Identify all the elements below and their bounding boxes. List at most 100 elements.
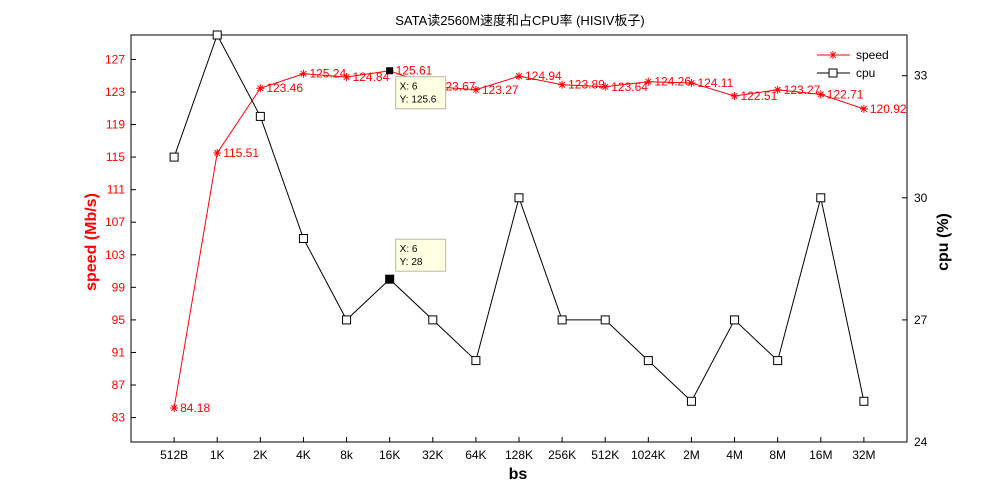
legend-box [812,43,902,83]
series-point-speed [170,403,179,412]
data-label-speed: 123.27 [482,83,519,97]
data-label-speed: 124.84 [353,70,390,84]
left-axis-tick-label: 103 [105,248,125,262]
x-tick-label: 64K [465,448,486,462]
chart-title: SATA读2560M速度和占CPU率 (HISIV板子) [395,13,644,28]
x-tick-label: 2M [683,448,700,462]
left-axis-tick-label: 91 [112,345,126,359]
series-point-cpu [686,396,696,406]
series-point-speed [299,69,308,78]
series-point-cpu [816,193,826,203]
data-label-speed: 84.18 [180,401,210,415]
data-label-speed: 123.64 [611,80,648,94]
series-point-speed [471,85,480,94]
series-point-speed [256,84,265,93]
data-label-speed: 122.71 [827,87,864,101]
x-tick-label: 128K [505,448,533,462]
series-point-cpu [643,356,653,366]
data-label-speed: 123.89 [568,78,605,92]
series-point-speed [730,91,739,100]
series-point-cpu [385,274,395,284]
x-tick-label: 8k [340,448,354,462]
data-label-speed: 120.92 [870,102,907,116]
datatip-x-cpu: X: 6 [400,244,418,255]
legend-label-cpu: cpu [856,66,875,80]
left-axis-label: speed (Mb/s) [83,193,100,291]
data-label-speed: 125.24 [309,67,346,81]
datatip-box-cpu [395,238,447,272]
x-tick-label: 16K [379,448,400,462]
datatip-y-cpu: Y: 28 [400,257,423,268]
left-axis-tick-label: 107 [105,215,125,229]
legend-marker-cpu [828,68,838,78]
series-point-cpu [255,111,265,121]
datatip-x-speed: X: 6 [400,82,418,93]
legend-marker-speed [829,51,837,59]
series-point-speed [342,73,351,82]
left-axis-tick-label: 83 [112,411,126,425]
data-label-speed: 124.26 [654,75,691,89]
x-tick-label: 256K [548,448,576,462]
left-axis-tick-label: 115 [106,150,125,164]
series-point-cpu [169,152,179,162]
series-point-cpu [557,315,567,325]
x-tick-label: 1024K [631,448,666,462]
data-label-speed: 123.27 [784,83,821,97]
x-tick-label: 512B [160,448,188,462]
legend-label-speed: speed [856,48,889,62]
series-point-speed [515,72,523,81]
series-point-speed-selected [386,67,394,75]
data-label-speed: 123.67 [439,80,476,94]
left-axis-tick-label: 95 [112,313,126,327]
datatip-box-speed [395,76,447,110]
series-point-cpu [342,315,352,325]
x-tick-label: 512K [591,448,619,462]
series-point-speed [687,78,696,87]
left-axis-tick-label: 127 [105,52,125,66]
series-point-speed [773,85,782,94]
data-label-speed: 124.94 [525,69,562,83]
x-tick-label: 4K [296,448,311,462]
plot-area: 512B 1K 2K 4K 8k 16K 32K 64K 128K 256K 512K 1024K 2M… [105,30,928,462]
right-axis-tick-label: 33 [914,69,928,83]
x-axis-label: bs [509,466,528,483]
series-point-speed [816,90,825,99]
data-label-speed: 115.51 [223,146,259,160]
series-point-cpu [859,396,869,406]
x-tick-label: 32M [852,448,875,462]
series-point-cpu [298,234,308,243]
series-point-cpu [428,315,438,325]
series-point-cpu [773,356,783,366]
series-point-cpu [212,30,222,40]
series-point-cpu [471,356,481,366]
series-point-speed [859,104,868,113]
left-axis-tick-label: 119 [106,118,125,132]
data-label-speed: 123.46 [266,81,303,95]
series-point-cpu [730,315,740,325]
right-axis-tick-label: 30 [914,191,928,205]
series-point-speed [644,77,653,86]
x-tick-label: 8M [769,448,786,462]
right-axis-tick-label: 24 [914,435,928,449]
data-label-speed: 122.51 [741,89,778,103]
left-axis-tick-label: 87 [112,378,126,392]
x-tick-label: 4M [726,448,743,462]
series-point-cpu [600,315,610,325]
data-label-speed: 124.11 [697,76,733,90]
x-tick-label: 16M [809,448,832,462]
x-tick-label: 32K [422,448,443,462]
right-axis-label: cpu (%) [935,213,952,271]
series-point-speed [213,148,222,157]
left-axis-tick-label: 99 [112,280,126,294]
left-axis-tick-label: 111 [107,183,126,197]
x-tick-label: 2K [253,448,268,462]
series-point-speed [601,82,610,91]
series-point-speed [558,80,567,89]
right-axis-tick-label: 27 [914,313,928,327]
datatip-y-speed: Y: 125.6 [400,95,437,106]
x-tick-label: 1K [210,448,225,462]
data-label-speed: 125.61 [396,64,433,78]
series-point-cpu [514,193,524,203]
left-axis-tick-label: 123 [105,85,125,99]
